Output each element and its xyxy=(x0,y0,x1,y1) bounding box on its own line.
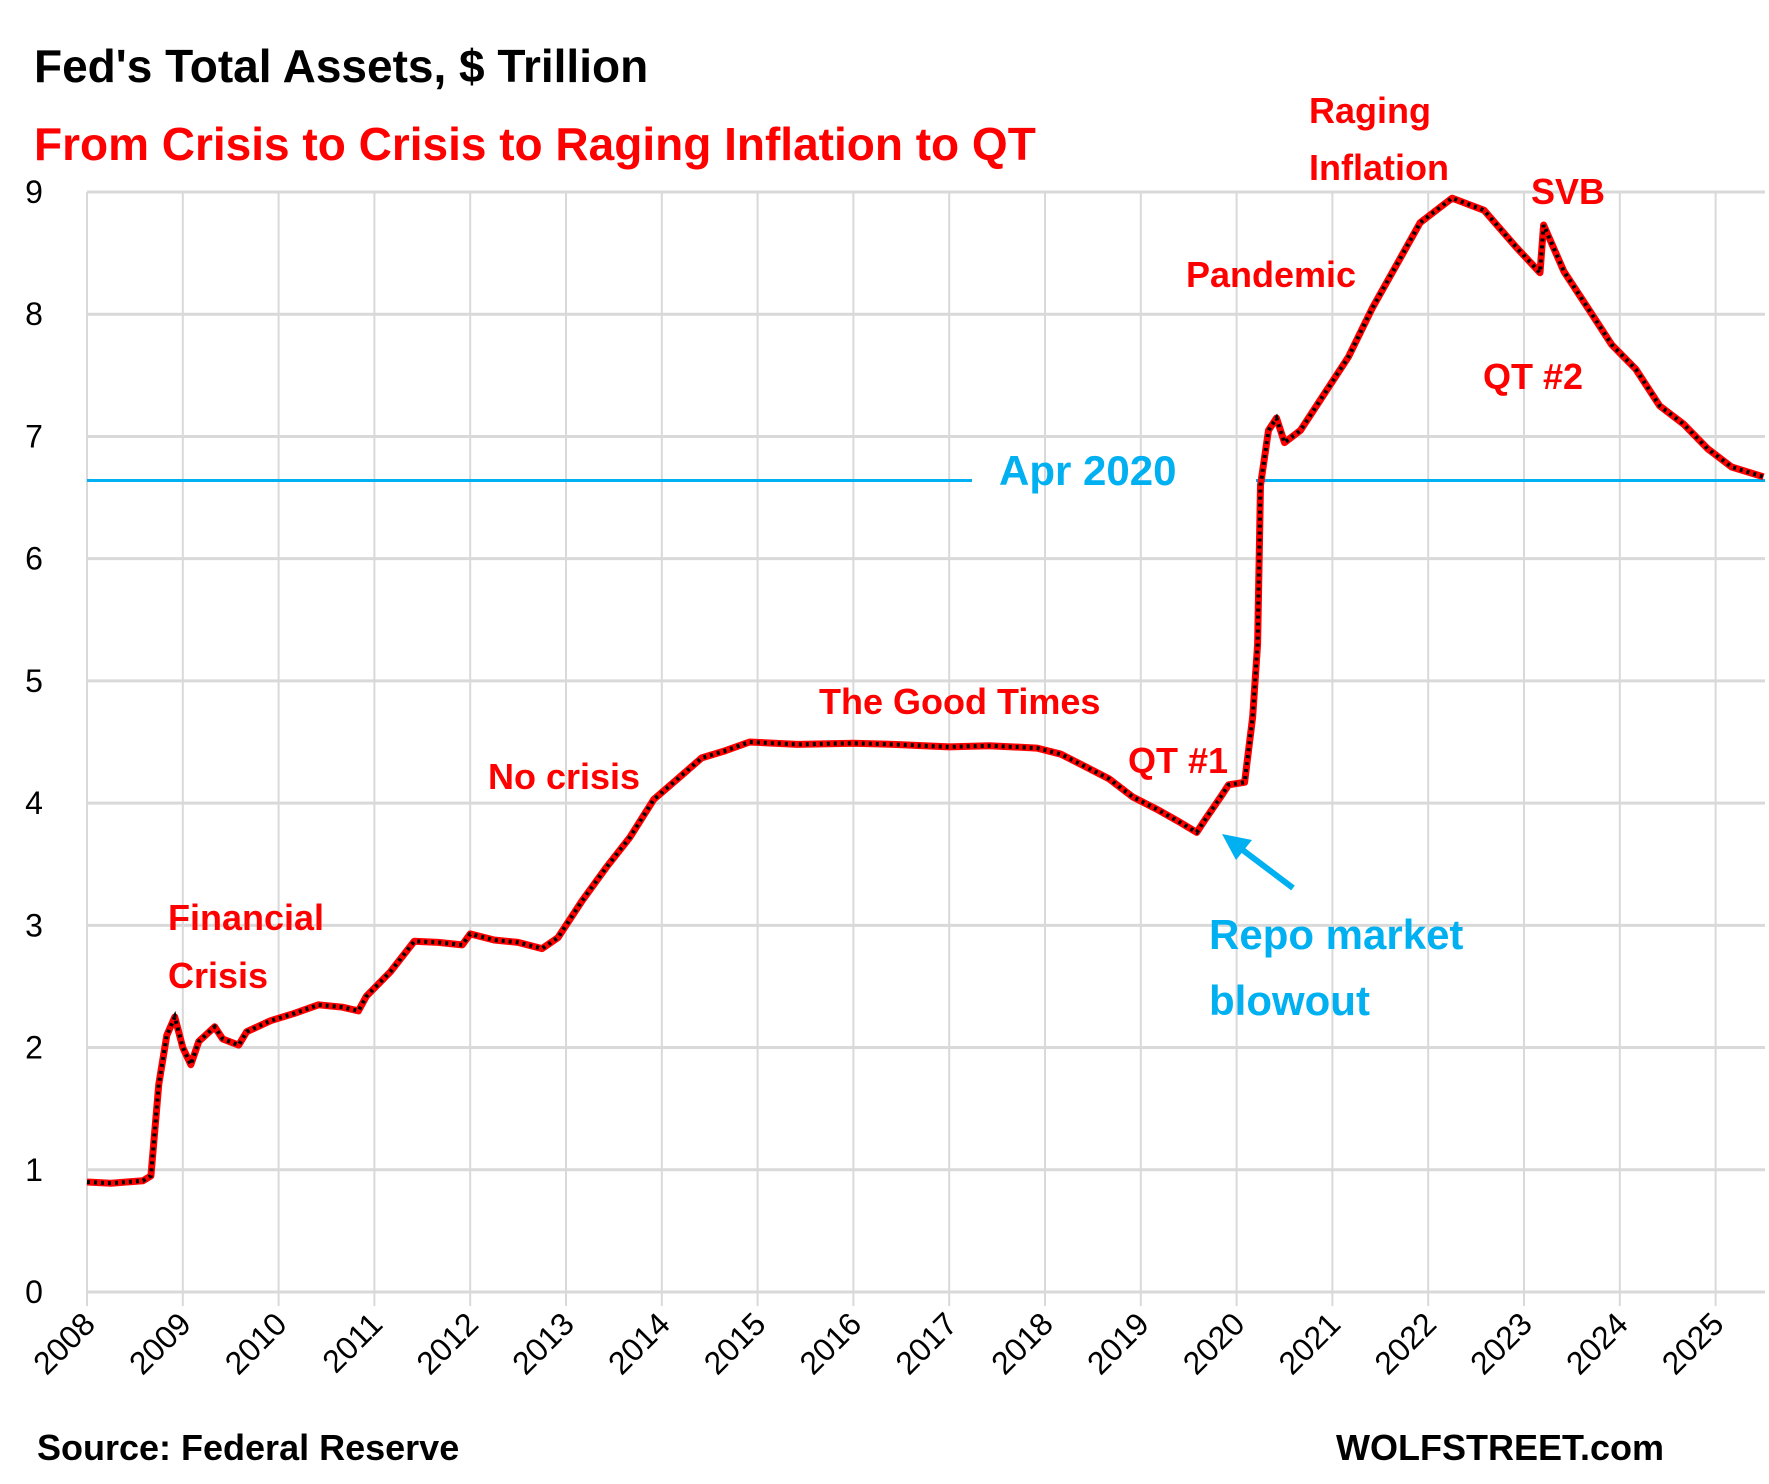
repo-annotation: Repo market blowout xyxy=(1209,834,1463,1024)
x-tick-label: 2011 xyxy=(315,1305,389,1379)
annotations: Financial Crisis No crisis The Good Time… xyxy=(168,90,1605,996)
annotation-raging: Raging xyxy=(1309,90,1431,131)
x-tick-label: 2024 xyxy=(1559,1305,1635,1381)
x-tick-label: 2019 xyxy=(1080,1305,1156,1381)
x-tick-label: 2023 xyxy=(1463,1305,1539,1381)
series-line-total-assets xyxy=(86,194,1765,1187)
y-tick-label: 6 xyxy=(25,541,43,577)
y-tick-label: 2 xyxy=(25,1030,43,1066)
y-tick-label: 1 xyxy=(25,1152,43,1188)
x-tick-label: 2012 xyxy=(409,1305,485,1381)
y-tick-label: 3 xyxy=(25,907,43,943)
y-tick-label: 7 xyxy=(25,418,43,454)
x-tick-label: 2013 xyxy=(505,1305,581,1381)
source-note: Source: Federal Reserve xyxy=(37,1427,459,1468)
annotation-good-times: The Good Times xyxy=(819,681,1100,722)
arrow-shaft xyxy=(1238,845,1295,891)
annotation-inflation: Inflation xyxy=(1309,147,1449,188)
chart-title: Fed's Total Assets, $ Trillion xyxy=(34,40,648,92)
x-tick-label: 2009 xyxy=(122,1305,198,1381)
annotation-financial: Financial xyxy=(168,897,324,938)
brand-watermark: WOLFSTREET.com xyxy=(1336,1427,1664,1468)
annotation-qt1: QT #1 xyxy=(1128,740,1228,781)
x-tick-label: 2015 xyxy=(697,1305,773,1381)
annotation-blowout: blowout xyxy=(1209,977,1370,1024)
annotation-no-crisis: No crisis xyxy=(488,756,640,797)
annotation-qt2: QT #2 xyxy=(1483,356,1583,397)
y-tick-label: 0 xyxy=(25,1274,43,1310)
x-tick-label: 2025 xyxy=(1655,1305,1731,1381)
reference-line-label: Apr 2020 xyxy=(999,447,1176,494)
y-tick-label: 4 xyxy=(25,785,43,821)
x-tick-label: 2014 xyxy=(601,1305,677,1381)
chart-subtitle: From Crisis to Crisis to Raging Inflatio… xyxy=(34,118,1036,170)
y-tick-label: 8 xyxy=(25,296,43,332)
y-tick-label: 5 xyxy=(25,663,43,699)
x-tick-label: 2018 xyxy=(984,1305,1060,1381)
x-tick-label: 2020 xyxy=(1176,1305,1252,1381)
x-tick-label: 2010 xyxy=(218,1305,294,1381)
annotation-repo-market: Repo market xyxy=(1209,911,1463,958)
x-tick-label: 2008 xyxy=(26,1305,102,1381)
y-axis: 0 1 2 3 4 5 6 7 8 9 xyxy=(25,174,43,1310)
annotation-svb: SVB xyxy=(1531,171,1605,212)
y-tick-label: 9 xyxy=(25,174,43,210)
x-tick-label: 2017 xyxy=(888,1305,964,1381)
x-tick-label: 2016 xyxy=(793,1305,869,1381)
annotation-crisis: Crisis xyxy=(168,955,268,996)
arrow-head-icon xyxy=(1222,834,1252,860)
x-tick-label: 2022 xyxy=(1367,1305,1443,1381)
x-axis: 2008 2009 2010 2011 2012 2013 2014 2015 2016 2017… xyxy=(26,1305,1730,1381)
x-tick-label: 2021 xyxy=(1272,1305,1348,1381)
grid xyxy=(86,190,1765,1306)
annotation-pandemic: Pandemic xyxy=(1186,254,1356,295)
